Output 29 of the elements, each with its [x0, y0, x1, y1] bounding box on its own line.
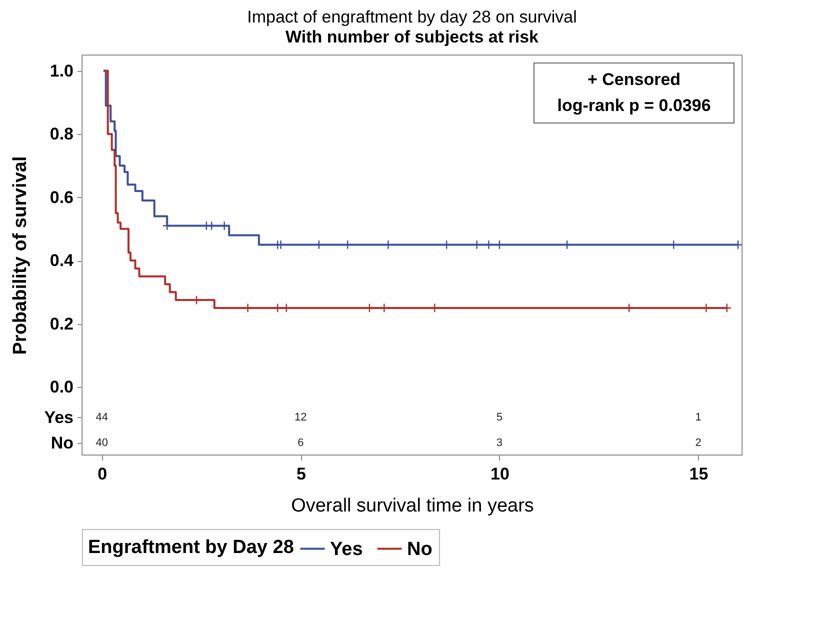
x-tick-label: 10 — [490, 464, 510, 484]
annotation: 6 — [298, 436, 304, 449]
y-tick-label: 0.6 — [50, 188, 74, 207]
y-tick-label: No — [50, 433, 74, 452]
x-axis-title: Overall survival time in years — [291, 496, 534, 516]
y-tick-label: 0.0 — [50, 378, 74, 397]
annotation: 44 — [96, 411, 108, 424]
y-tick-label: 0.8 — [50, 124, 74, 144]
legend-label: Yes — [330, 538, 363, 560]
y-tick-label: 1.0 — [50, 61, 74, 80]
chart-subtitle: With number of subjects at risk — [286, 28, 540, 46]
annotation: 3 — [496, 436, 503, 449]
annotation: 1 — [695, 411, 702, 424]
annotation: 2 — [695, 436, 702, 449]
y-tick-label: 0.2 — [50, 314, 74, 334]
y-axis-title: Probability of survival — [10, 156, 32, 355]
annotation: 12 — [294, 411, 307, 424]
annotation: + Censored — [587, 70, 681, 89]
legend-title: Engraftment by Day 28 — [88, 537, 294, 558]
annotation: log-rank p = 0.0396 — [557, 96, 711, 115]
y-tick-label: 0.4 — [50, 251, 74, 270]
x-tick-label: 0 — [98, 464, 108, 484]
legend-label: No — [407, 538, 432, 560]
x-tick-label: 5 — [296, 464, 306, 484]
annotation: 40 — [96, 436, 108, 449]
annotation: 5 — [496, 411, 503, 424]
chart-title: Impact of engraftment by day 28 on survival — [247, 8, 577, 26]
x-tick-label: 15 — [689, 464, 708, 484]
y-tick-label: Yes — [44, 408, 74, 427]
